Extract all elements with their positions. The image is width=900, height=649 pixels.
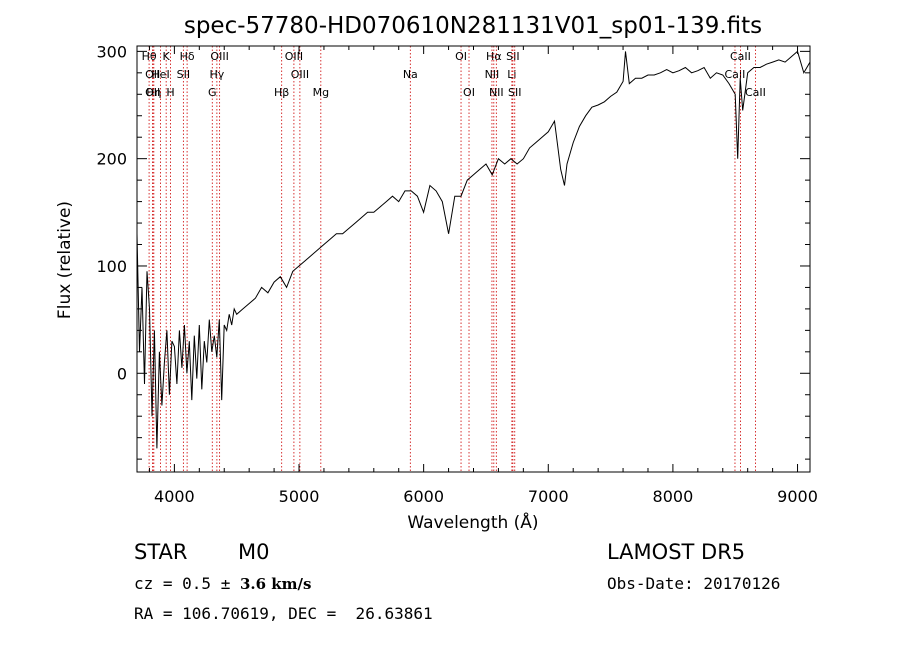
line-marker-label: Na	[403, 68, 418, 81]
line-marker-label: Hθ	[142, 50, 157, 63]
line-marker-label: OIII	[210, 50, 228, 63]
line-marker-label: Hγ	[209, 68, 224, 81]
ra-dec: RA = 106.70619, DEC = 26.63861	[134, 604, 433, 623]
x-tick-label: 4000	[154, 487, 195, 506]
line-marker-label: SII	[508, 86, 521, 99]
y-tick-label: 300	[96, 42, 127, 61]
line-marker-label: H	[166, 86, 174, 99]
line-marker-label: OIII	[285, 50, 303, 63]
line-marker-label: NII	[485, 68, 500, 81]
line-marker-label: Hδ	[180, 50, 195, 63]
line-marker-label: HeI	[151, 68, 169, 81]
line-marker-label: NII	[489, 86, 504, 99]
line-marker-label: SII	[506, 50, 519, 63]
y-tick-label: 200	[96, 150, 127, 169]
line-marker-label: OII	[145, 86, 160, 99]
y-tick-label: 100	[96, 257, 127, 276]
x-tick-label: 8000	[653, 487, 694, 506]
y-axis: 0 100 200 300	[96, 42, 810, 460]
object-class: STAR	[134, 540, 188, 564]
obs-date: Obs-Date: 20170126	[607, 574, 781, 593]
chart-title: spec-57780-HD070610N281131V01_sp01-139.f…	[184, 13, 762, 39]
line-marker-label: CaII	[745, 86, 766, 99]
x-tick-label: 7000	[528, 487, 569, 506]
line-marker-label: OI	[463, 86, 475, 99]
plot-frame	[136, 45, 811, 473]
line-marker-label: Li	[507, 68, 516, 81]
x-tick-label: 6000	[403, 487, 444, 506]
y-tick-label: 0	[117, 364, 127, 383]
survey-name: LAMOST DR5	[607, 540, 746, 564]
cz-value: 3.6 km/s	[239, 575, 312, 593]
x-axis: 4000 5000 6000 7000 8000 9000	[148, 46, 818, 506]
line-marker-label: Hη	[146, 86, 161, 99]
cz-label: cz = 0.5 ±	[134, 574, 231, 593]
redshift-line: cz = 0.5 ± 3.6 km/s	[134, 574, 311, 593]
y-axis-label: Flux (relative)	[55, 201, 75, 319]
line-marker-label: SII	[177, 68, 190, 81]
spectrum-series	[136, 50, 811, 449]
line-marker-label: Mg	[313, 86, 329, 99]
line-markers: HθHηOIIOIIHeIKHSIIHδGHγOIIIHβOIIIOIIIMgN…	[142, 46, 766, 472]
object-subclass: M0	[238, 540, 270, 564]
line-marker-label: OI	[455, 50, 467, 63]
line-marker-label: OIII	[291, 68, 309, 81]
line-marker-label: G	[208, 86, 217, 99]
line-marker-label: CaII	[730, 50, 751, 63]
line-marker-label: K	[163, 50, 171, 63]
x-tick-label: 9000	[777, 487, 818, 506]
line-marker-label: Hβ	[274, 86, 289, 99]
line-marker-label: CaII	[725, 68, 746, 81]
line-marker-label: Hα	[486, 50, 502, 63]
spectrum-line	[136, 50, 811, 449]
x-tick-label: 5000	[279, 487, 320, 506]
x-axis-label: Wavelength (Å)	[407, 511, 538, 533]
